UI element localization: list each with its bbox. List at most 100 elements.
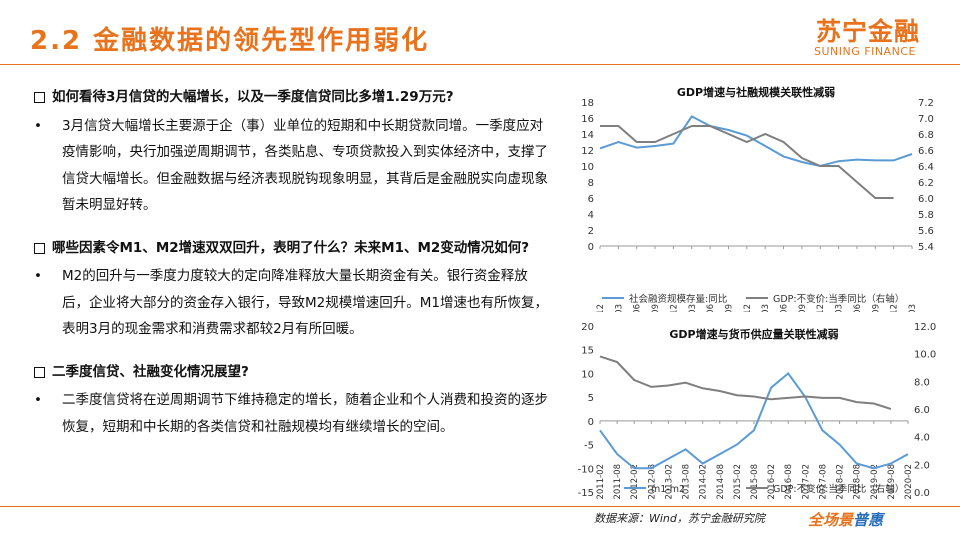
x-tick-label: 2014-08 <box>716 464 726 500</box>
y-tick-label: 5 <box>588 393 594 404</box>
dot-bullet-icon: • <box>34 392 42 408</box>
y-tick-label: 6 <box>588 194 594 205</box>
x-tick-label: 2019-02 <box>870 464 880 500</box>
x-tick-label: 2015-12 <box>596 304 606 312</box>
y-tick-label: 18 <box>581 98 594 109</box>
x-tick-label: 2015-02 <box>733 464 743 500</box>
x-tick-label: 2017-06 <box>706 304 716 312</box>
x-tick-label: 2016-03 <box>614 304 624 312</box>
chart-title: GDP增速与货币供应量关联性减弱 <box>669 327 838 341</box>
x-tick-label: 2019-06 <box>853 304 863 312</box>
y2-tick-label: 2.0 <box>914 460 930 471</box>
header-divider <box>0 64 960 65</box>
y2-tick-label: 6.0 <box>918 194 934 205</box>
y2-tick-label: 6.4 <box>918 162 934 173</box>
x-tick-label: 2020-02 <box>904 464 914 500</box>
question-heading: 如何看待3月信贷的大幅增长，以及一季度信贷同比多增1.29万元? <box>34 84 554 113</box>
bullet-paragraph: • M2的回升与一季度力度较大的定向降准释放大量长期资金有关。银行资金释放后，企业… <box>34 263 554 343</box>
square-bullet-icon <box>34 235 52 264</box>
y-tick-label: 10 <box>581 369 594 380</box>
y-tick-label: 14 <box>581 130 594 141</box>
series-line-2 <box>600 125 894 199</box>
data-source-note: 数据来源：Wind，苏宁金融研究院 <box>594 512 765 525</box>
chart-money-supply-svg: GDP增速与货币供应量关联性减弱 -15 -10 -5 0 5 10 15 20 0.0 2.0 4.… <box>578 322 937 500</box>
y2-tick-label: 6.8 <box>918 130 934 141</box>
x-tick-label: 2016-02 <box>767 464 777 500</box>
x-tick-label: 2016-08 <box>784 464 794 500</box>
y2-tick-label: 6.6 <box>918 146 934 157</box>
series-line-1 <box>599 115 913 168</box>
x-tick-label: 2016-09 <box>651 304 661 312</box>
legend-label: m1-m2 <box>651 484 685 495</box>
x-tick-label: 2018-02 <box>836 464 846 500</box>
x-tick-label: 2014-02 <box>699 464 709 500</box>
chart-money-supply: GDP增速与货币供应量关联性减弱 -15 -10 -5 0 5 10 15 20 0.0 2.0 4.… <box>556 314 960 504</box>
question-heading: 二季度信贷、社融变化情况展望? <box>34 359 554 388</box>
x-tick-label: 2012-02 <box>630 464 640 500</box>
y2-tick-label: 0.0 <box>914 488 930 499</box>
legend-label: 社会融资规模存量:同比 <box>629 293 727 305</box>
footer-divider <box>0 506 960 507</box>
y-tick-label: 4 <box>588 210 594 221</box>
y2-tick-label: 6.0 <box>914 405 930 416</box>
chart-social-financing: GDP增速与社融规模关联性减弱 0 2 4 6 8 10 12 14 16 18 5.4 5.6 5.8 6… <box>556 78 960 312</box>
y-tick-label: 2 <box>588 226 594 237</box>
y2-tick-label: 6.2 <box>918 178 934 189</box>
y-tick-label: 0 <box>588 242 594 253</box>
y2-tick-label: 5.8 <box>918 210 934 221</box>
x-tick-label: 2018-09 <box>798 304 808 312</box>
chart-title: GDP增速与社融规模关联性减弱 <box>677 85 835 99</box>
square-bullet-icon <box>34 359 52 388</box>
y-tick-label: -15 <box>578 488 594 499</box>
y-tick-label: 16 <box>581 114 594 125</box>
x-tick-label: 2015-08 <box>750 464 760 500</box>
x-tick-label: 2017-02 <box>801 464 811 500</box>
x-tick-label: 2016-12 <box>669 304 679 312</box>
brand-logo-subtitle: SUNING FINANCE <box>814 45 916 58</box>
bullet-paragraph: • 二季度信贷将在逆周期调节下维持稳定的增长，随着企业和个人消费和投资的逐步恢复，… <box>34 387 554 440</box>
chart-social-financing-svg: GDP增速与社融规模关联性减弱 0 2 4 6 8 10 12 14 16 18 5.4 5.6 5.8 6… <box>581 85 934 312</box>
x-tick-label: 2017-09 <box>724 304 734 312</box>
legend-label: GDP:不变价:当季同比（右轴） <box>773 483 904 495</box>
x-tick-label: 2013-02 <box>664 464 674 500</box>
page-title: 2.2 金融数据的领先型作用弱化 <box>30 26 430 56</box>
x-tick-label: 2017-12 <box>743 304 753 312</box>
x-tick-label: 2017-08 <box>818 464 828 500</box>
series-line-1 <box>599 371 909 470</box>
slogan-logo: 全场景普惠 <box>808 511 884 529</box>
y-tick-label: 8 <box>588 178 594 189</box>
y2-tick-label: 7.0 <box>918 114 934 125</box>
x-tick-label: 2019-03 <box>835 304 845 312</box>
text-column: 如何看待3月信贷的大幅增长，以及一季度信贷同比多增1.29万元? • 3月信贷大幅… <box>34 84 554 440</box>
x-tick-label: 2013-08 <box>682 464 692 500</box>
x-tick-label: 2018-03 <box>761 304 771 312</box>
question-heading: 哪些因素令M1、M2增速双双回升，表明了什么？未来M1、M2变动情况如何? <box>34 235 554 264</box>
y-tick-label: 12 <box>581 146 594 157</box>
x-tick-label: 2011-02 <box>596 464 606 500</box>
x-tick-label: 2012-08 <box>647 464 657 500</box>
x-tick-label: 2016-06 <box>633 304 643 312</box>
brand-logo: 苏宁金融 <box>816 17 921 46</box>
y2-tick-label: 12.0 <box>914 322 936 333</box>
y-tick-label: 20 <box>581 322 594 333</box>
x-tick-label: 2019-08 <box>887 464 897 500</box>
dot-bullet-icon: • <box>34 268 42 284</box>
y-tick-label: 15 <box>581 346 594 357</box>
y2-tick-label: 7.2 <box>918 98 934 109</box>
x-tick-label: 2018-06 <box>780 304 790 312</box>
x-tick-label: 2018-12 <box>816 304 826 312</box>
x-tick-label: 2017-03 <box>688 304 698 312</box>
y-tick-label: -10 <box>578 464 594 475</box>
x-tick-label: 2020-03 <box>908 304 918 312</box>
series-line-2 <box>599 355 892 410</box>
bullet-paragraph: • 3月信贷大幅增长主要源于企（事）业单位的短期和中长期贷款同增。一季度应对疫情影… <box>34 113 554 219</box>
y2-tick-label: 8.0 <box>914 377 930 388</box>
y-tick-label: 0 <box>588 417 594 428</box>
x-tick-label: 2019-12 <box>890 304 900 312</box>
x-tick-label: 2011-08 <box>613 464 623 500</box>
y-tick-label: -5 <box>584 441 594 452</box>
square-bullet-icon <box>34 84 52 113</box>
legend-label: GDP:不变价:当季同比（右轴） <box>773 293 904 305</box>
y-tick-label: 10 <box>581 162 594 173</box>
y2-tick-label: 5.6 <box>918 226 934 237</box>
